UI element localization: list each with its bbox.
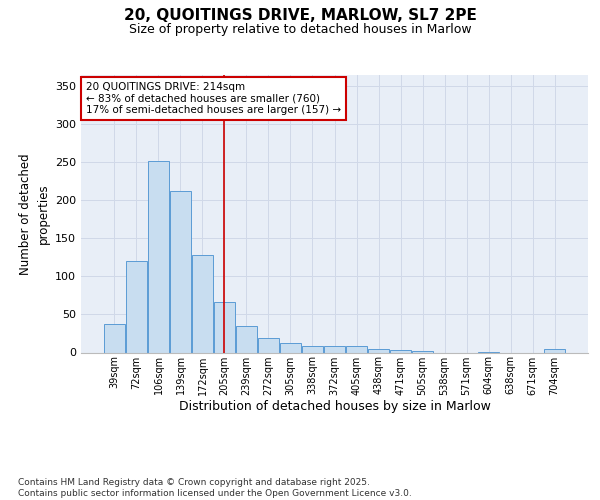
Y-axis label: Number of detached
properties: Number of detached properties: [19, 153, 49, 274]
Bar: [324, 346, 345, 352]
Bar: [368, 348, 389, 352]
Bar: [214, 302, 235, 352]
Text: Size of property relative to detached houses in Marlow: Size of property relative to detached ho…: [128, 22, 472, 36]
Bar: [280, 342, 301, 352]
Bar: [412, 351, 433, 352]
Bar: [302, 346, 323, 352]
Bar: [104, 324, 125, 352]
Bar: [544, 350, 565, 352]
Bar: [170, 192, 191, 352]
Bar: [258, 338, 279, 352]
Bar: [126, 260, 147, 352]
Bar: [236, 326, 257, 352]
Bar: [148, 161, 169, 352]
Text: 20, QUOITINGS DRIVE, MARLOW, SL7 2PE: 20, QUOITINGS DRIVE, MARLOW, SL7 2PE: [124, 8, 476, 22]
Text: 20 QUOITINGS DRIVE: 214sqm
← 83% of detached houses are smaller (760)
17% of sem: 20 QUOITINGS DRIVE: 214sqm ← 83% of deta…: [86, 82, 341, 115]
Bar: [390, 350, 411, 352]
Bar: [192, 255, 213, 352]
Text: Contains HM Land Registry data © Crown copyright and database right 2025.
Contai: Contains HM Land Registry data © Crown c…: [18, 478, 412, 498]
Bar: [346, 346, 367, 352]
X-axis label: Distribution of detached houses by size in Marlow: Distribution of detached houses by size …: [179, 400, 490, 413]
